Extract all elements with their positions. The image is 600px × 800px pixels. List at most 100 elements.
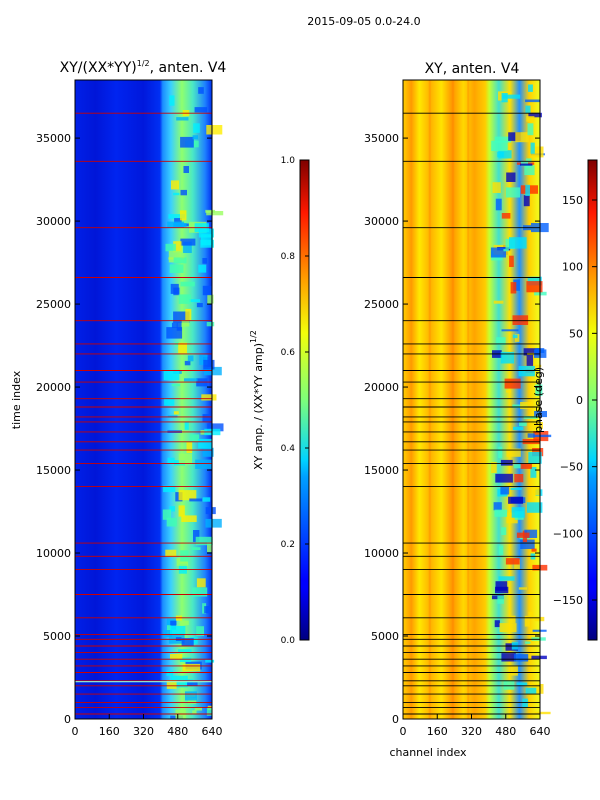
right-texture-cell <box>512 315 529 325</box>
right-texture-cell <box>513 426 524 430</box>
left-texture-cell <box>170 626 186 635</box>
left-texture-cell <box>178 649 192 653</box>
left-texture-cell <box>179 657 192 662</box>
right-texture-cell <box>531 146 544 158</box>
left-y-axis-label: time index <box>10 370 23 429</box>
left-texture-cell <box>176 322 182 331</box>
right-texture-cell <box>525 184 530 196</box>
right-texture-cell <box>510 615 516 623</box>
right-texture-cell <box>498 545 504 555</box>
left-y-tick-label: 15000 <box>36 464 71 477</box>
left-texture-cell <box>169 264 184 273</box>
left-texture-cell <box>170 654 183 660</box>
left-texture-cell <box>179 620 189 626</box>
left-y-tick-label: 35000 <box>36 132 71 145</box>
right-texture-cell <box>506 448 521 457</box>
right-colorbar-tick-label: 50 <box>569 327 583 340</box>
right-y-tick-label: 15000 <box>364 464 399 477</box>
right-colorbar: 150 100 50 0 −50 −100 −150 phase (deg) <box>532 159 598 641</box>
right-y-tick-label: 0 <box>392 713 399 726</box>
left-texture-cell <box>180 281 195 287</box>
right-texture-cell <box>492 182 501 193</box>
right-texture-cell <box>526 354 534 366</box>
right-texture-cell <box>526 281 543 293</box>
left-texture-cell <box>162 509 172 520</box>
left-texture-cell <box>203 359 215 370</box>
left-texture-cell <box>194 707 202 711</box>
right-texture-cell <box>526 502 543 513</box>
right-texture-cell <box>534 711 551 715</box>
right-flag-rows <box>403 112 540 715</box>
right-texture-cell <box>508 132 521 141</box>
right-texture-cell <box>491 140 508 151</box>
left-texture-cell <box>183 166 189 173</box>
right-texture-cell <box>506 390 511 393</box>
left-texture-cell <box>192 587 208 597</box>
left-texture-cell <box>168 214 185 219</box>
left-x-tick-label: 0 <box>72 725 79 738</box>
left-texture-cell <box>205 507 216 515</box>
right-texture-cell <box>491 462 497 473</box>
right-colorbar-label: phase (deg) <box>532 367 545 433</box>
left-texture-cell <box>173 257 187 264</box>
left-texture-cell <box>163 369 180 381</box>
left-x-tick-label: 480 <box>167 725 188 738</box>
left-texture-cell <box>163 485 176 493</box>
right-texture-cell <box>501 653 516 662</box>
right-x-tick-label: 640 <box>530 725 551 738</box>
left-texture-cell <box>206 125 223 135</box>
left-texture-cell <box>176 558 188 566</box>
right-texture-cell <box>533 434 552 438</box>
right-texture-cell <box>509 255 514 267</box>
right-texture-cell <box>520 163 533 166</box>
right-texture-cell <box>528 112 542 118</box>
left-x-tick-label: 640 <box>202 725 223 738</box>
left-texture-cell <box>186 442 193 454</box>
left-texture-cell <box>180 238 196 246</box>
right-texture-cell <box>495 586 509 594</box>
right-x-tick-label: 0 <box>400 725 407 738</box>
left-colorbar-tick-label: 0.8 <box>281 252 296 262</box>
right-texture-cell <box>498 446 503 459</box>
left-texture-cell <box>200 239 214 248</box>
left-texture-cell <box>198 228 214 238</box>
left-texture-cell <box>163 630 172 638</box>
right-texture-cell <box>500 459 513 466</box>
left-texture-cell <box>178 563 187 574</box>
left-x-tick-label: 160 <box>99 725 120 738</box>
left-texture-cell <box>169 506 175 512</box>
right-texture-cell <box>494 620 500 628</box>
right-texture-cell <box>528 451 542 464</box>
left-texture-cell <box>181 320 190 327</box>
right-texture-cell <box>520 463 532 469</box>
right-texture-cell <box>527 433 535 438</box>
left-y-tick-label: 20000 <box>36 381 71 394</box>
left-texture-cell <box>169 95 175 106</box>
left-texture-cell <box>183 241 192 253</box>
right-texture-cell <box>494 136 512 143</box>
left-texture-cell <box>206 211 224 216</box>
right-texture-cell <box>495 198 502 211</box>
right-texture-cell <box>506 172 516 182</box>
right-texture-cell <box>533 422 543 429</box>
right-texture-cell <box>498 576 515 581</box>
right-texture-cell <box>490 247 506 258</box>
right-texture-cell <box>513 464 522 469</box>
right-texture-cell <box>513 279 520 291</box>
left-colorbar-gradient <box>299 159 310 641</box>
left-texture-cell <box>184 378 198 382</box>
left-heatmap-texture <box>162 87 224 719</box>
right-texture-cell <box>515 132 529 143</box>
left-texture-cell <box>180 189 187 196</box>
right-texture-cell <box>513 654 529 662</box>
right-texture-cell <box>519 422 527 427</box>
right-texture-cell <box>493 502 502 511</box>
left-x-axis: 0 160 320 480 640 <box>72 714 223 738</box>
left-colorbar-tick-label: 1.0 <box>281 156 296 166</box>
left-texture-cell <box>189 299 200 303</box>
left-texture-cell <box>207 294 214 304</box>
right-texture-cell <box>530 684 544 694</box>
left-texture-cell <box>166 327 183 339</box>
left-texture-cell <box>206 707 213 716</box>
